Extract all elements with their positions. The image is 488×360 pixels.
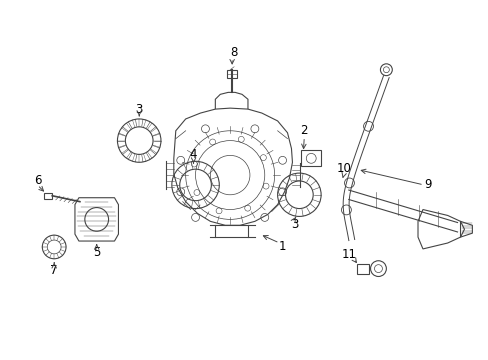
- Text: 3: 3: [135, 103, 142, 116]
- Text: 3: 3: [290, 218, 298, 231]
- Text: 4: 4: [189, 148, 197, 161]
- Text: 8: 8: [230, 45, 237, 59]
- Text: 9: 9: [423, 179, 431, 192]
- Text: 1: 1: [278, 240, 286, 253]
- Text: 11: 11: [341, 248, 356, 261]
- Text: 10: 10: [336, 162, 350, 175]
- Text: 6: 6: [34, 174, 41, 186]
- Text: 2: 2: [300, 124, 307, 137]
- Text: 5: 5: [93, 246, 100, 259]
- Text: 7: 7: [50, 264, 58, 277]
